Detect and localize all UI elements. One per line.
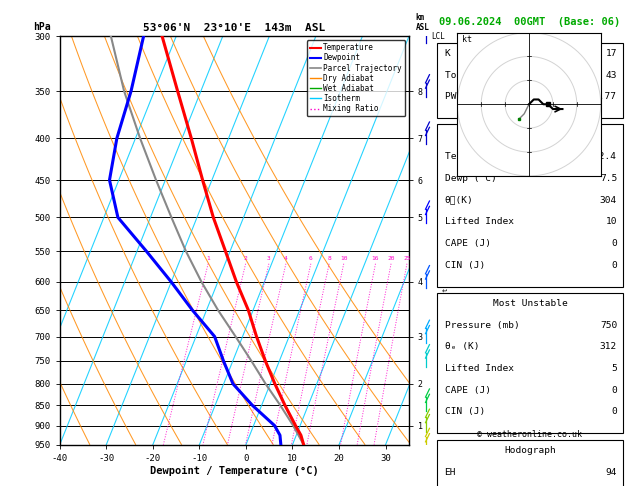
Text: Mixing Ratio (g/kg): Mixing Ratio (g/kg) — [442, 249, 448, 330]
Text: θᴄ(K): θᴄ(K) — [445, 196, 474, 205]
Text: 20: 20 — [387, 256, 395, 260]
X-axis label: Dewpoint / Temperature (°C): Dewpoint / Temperature (°C) — [150, 466, 319, 475]
Text: 312: 312 — [600, 343, 617, 351]
Text: K: K — [445, 49, 450, 58]
Text: Dewp (°C): Dewp (°C) — [445, 174, 496, 183]
Text: CAPE (J): CAPE (J) — [445, 239, 491, 248]
Bar — [437, 43, 623, 118]
Text: Temp (°C): Temp (°C) — [445, 153, 496, 161]
Text: 3: 3 — [267, 256, 270, 260]
Text: 12.4: 12.4 — [594, 153, 617, 161]
Text: 4: 4 — [284, 256, 288, 260]
Text: Totals Totals: Totals Totals — [445, 70, 520, 80]
Text: Hodograph: Hodograph — [504, 446, 556, 455]
Text: 09.06.2024  00GMT  (Base: 06): 09.06.2024 00GMT (Base: 06) — [439, 17, 620, 27]
Text: 17: 17 — [606, 49, 617, 58]
Bar — [437, 124, 623, 287]
Text: θₑ (K): θₑ (K) — [445, 343, 479, 351]
Text: PW (cm): PW (cm) — [445, 92, 485, 101]
Text: 1: 1 — [206, 256, 210, 260]
Text: 10: 10 — [340, 256, 347, 260]
Text: hPa: hPa — [33, 22, 51, 33]
Text: 2: 2 — [244, 256, 247, 260]
Text: 0: 0 — [611, 260, 617, 270]
Text: 25: 25 — [403, 256, 411, 260]
Text: 0: 0 — [611, 239, 617, 248]
Text: © weatheronline.co.uk: © weatheronline.co.uk — [477, 430, 582, 438]
Text: 43: 43 — [606, 70, 617, 80]
Text: 8: 8 — [327, 256, 331, 260]
Text: Lifted Index: Lifted Index — [445, 364, 513, 373]
Text: 10: 10 — [606, 217, 617, 226]
Text: EH: EH — [445, 468, 456, 477]
Text: 0: 0 — [611, 386, 617, 395]
Text: 0: 0 — [611, 407, 617, 417]
Text: km
ASL: km ASL — [416, 13, 430, 33]
Text: 6: 6 — [309, 256, 313, 260]
Text: 7.5: 7.5 — [600, 174, 617, 183]
Bar — [437, 439, 623, 486]
Text: 5: 5 — [611, 364, 617, 373]
Text: 1.77: 1.77 — [594, 92, 617, 101]
Bar — [437, 293, 623, 434]
Text: Pressure (mb): Pressure (mb) — [445, 321, 520, 330]
Text: 16: 16 — [372, 256, 379, 260]
Text: Most Unstable: Most Unstable — [493, 299, 567, 308]
Text: Surface: Surface — [510, 131, 550, 140]
Text: 750: 750 — [600, 321, 617, 330]
Text: CIN (J): CIN (J) — [445, 260, 485, 270]
Text: Lifted Index: Lifted Index — [445, 217, 513, 226]
Text: LCL: LCL — [431, 32, 445, 41]
Text: CIN (J): CIN (J) — [445, 407, 485, 417]
Text: kt: kt — [462, 35, 472, 44]
Text: CAPE (J): CAPE (J) — [445, 386, 491, 395]
Text: 304: 304 — [600, 196, 617, 205]
Text: 94: 94 — [606, 468, 617, 477]
Title: 53°06'N  23°10'E  143m  ASL: 53°06'N 23°10'E 143m ASL — [143, 23, 325, 33]
Legend: Temperature, Dewpoint, Parcel Trajectory, Dry Adiabat, Wet Adiabat, Isotherm, Mi: Temperature, Dewpoint, Parcel Trajectory… — [306, 40, 405, 116]
